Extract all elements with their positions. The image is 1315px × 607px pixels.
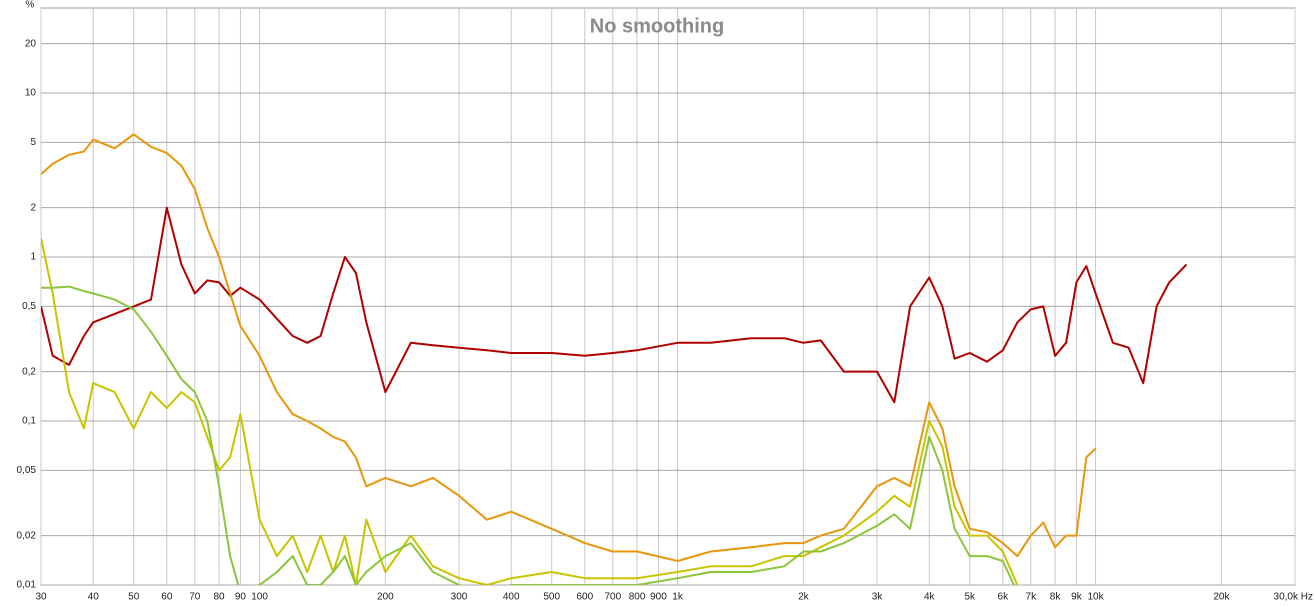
y-tick-label: 2 (30, 202, 36, 213)
x-tick-label: 800 (629, 592, 646, 603)
x-tick-label: 9k (1071, 592, 1083, 603)
y-tick-label: 1 (30, 252, 36, 263)
x-tick-label: 400 (503, 592, 520, 603)
grid (40, 8, 1296, 586)
x-tick-label: 60 (161, 592, 173, 603)
x-tick-label: 40 (88, 592, 100, 603)
x-tick-label: 80 (213, 592, 225, 603)
x-tick-label: 10k (1088, 592, 1105, 603)
x-tick-label: 30,0k Hz (1274, 592, 1313, 603)
x-tick-label: 70 (189, 592, 201, 603)
x-tick-label: 4k (924, 592, 936, 603)
y-tick-label: 20 (25, 38, 37, 49)
series-line (41, 285, 1016, 585)
x-tick-label: 7k (1026, 592, 1038, 603)
x-tick-label: 8k (1050, 592, 1062, 603)
plot-area (40, 7, 1296, 586)
y-tick-label: 0,2 (22, 366, 36, 377)
x-tick-label: 2k (798, 592, 810, 603)
x-tick-label: 500 (543, 592, 560, 603)
x-tick-label: 6k (998, 592, 1010, 603)
x-tick-label: 20k (1213, 592, 1230, 603)
series-line (41, 206, 1188, 404)
series-line (41, 238, 1019, 585)
y-tick-label: 10 (25, 88, 37, 99)
y-tick-label: 0,05 (17, 465, 37, 476)
chart-title: No smoothing (590, 15, 724, 37)
y-tick-label: 0,1 (22, 416, 36, 427)
x-tick-label: 200 (377, 592, 394, 603)
x-tick-label: 1k (672, 592, 684, 603)
y-tick-label: 0,5 (22, 301, 36, 312)
x-tick-label: 90 (235, 592, 247, 603)
x-tick-label: 900 (650, 592, 667, 603)
y-tick-label: 0,01 (17, 580, 37, 591)
x-tick-label: 600 (576, 592, 593, 603)
series-line (41, 133, 1097, 562)
x-tick-label: 3k (872, 592, 884, 603)
x-tick-label: 700 (604, 592, 621, 603)
series-group (41, 133, 1188, 585)
x-tick-label: 300 (451, 592, 468, 603)
x-tick-label: 100 (251, 592, 268, 603)
x-tick-label: 50 (128, 592, 140, 603)
x-tick-label: 30 (35, 592, 47, 603)
y-unit: % (26, 0, 35, 11)
x-tick-label: 5k (964, 592, 976, 603)
y-tick-label: 0,02 (17, 530, 37, 541)
y-tick-label: 5 (30, 137, 36, 148)
